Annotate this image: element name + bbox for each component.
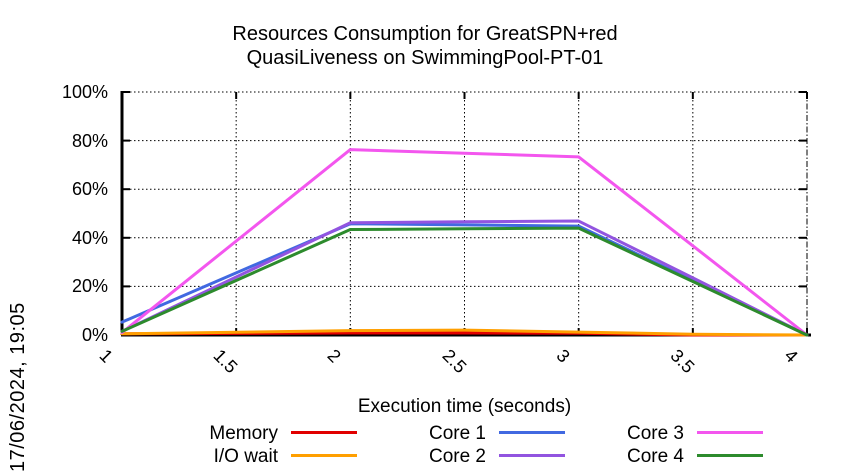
y-tick-label: 80% [71,130,108,151]
legend-item: Core 2 [354,446,565,468]
chart-title-line2: QuasiLiveness on SwimmingPool-PT-01 [246,47,604,69]
series-line-i-o-wait [120,328,809,337]
legend-item: I/O wait [146,446,357,468]
legend-item: Core 4 [552,446,763,468]
series-line-core-4 [120,226,809,337]
legend-item: Memory [146,423,357,445]
y-tick-label: 60% [71,179,108,200]
legend-label: Core 2 [428,446,486,467]
y-tick-label: 0% [81,325,108,345]
legend-label: Memory [209,423,278,444]
legend-line-swatch [697,430,763,434]
x-axis-title: Execution time (seconds) [357,396,572,417]
chart-title-line1: Resources Consumption for GreatSPN+red [232,23,618,45]
legend-line-swatch [291,430,357,434]
legend-item: Core 1 [354,423,565,445]
legend-line-swatch [499,453,565,457]
legend-label: Core 1 [428,423,486,444]
legend-line-swatch [291,453,357,457]
legend-line-swatch [499,430,565,434]
legend-label: Core 4 [626,446,684,467]
legend-item: Core 3 [552,423,763,445]
series-line-core-2 [120,219,809,337]
legend-label: Core 3 [626,423,684,444]
y-tick-label: 100% [61,82,108,102]
legend-label: I/O wait [213,446,278,467]
legend-line-swatch [697,453,763,457]
timestamp-label: 17/06/2024, 19:05 [7,302,29,472]
series-line-core-3 [120,148,809,337]
y-tick-label: 20% [71,276,108,297]
y-tick-label: 40% [71,227,108,248]
